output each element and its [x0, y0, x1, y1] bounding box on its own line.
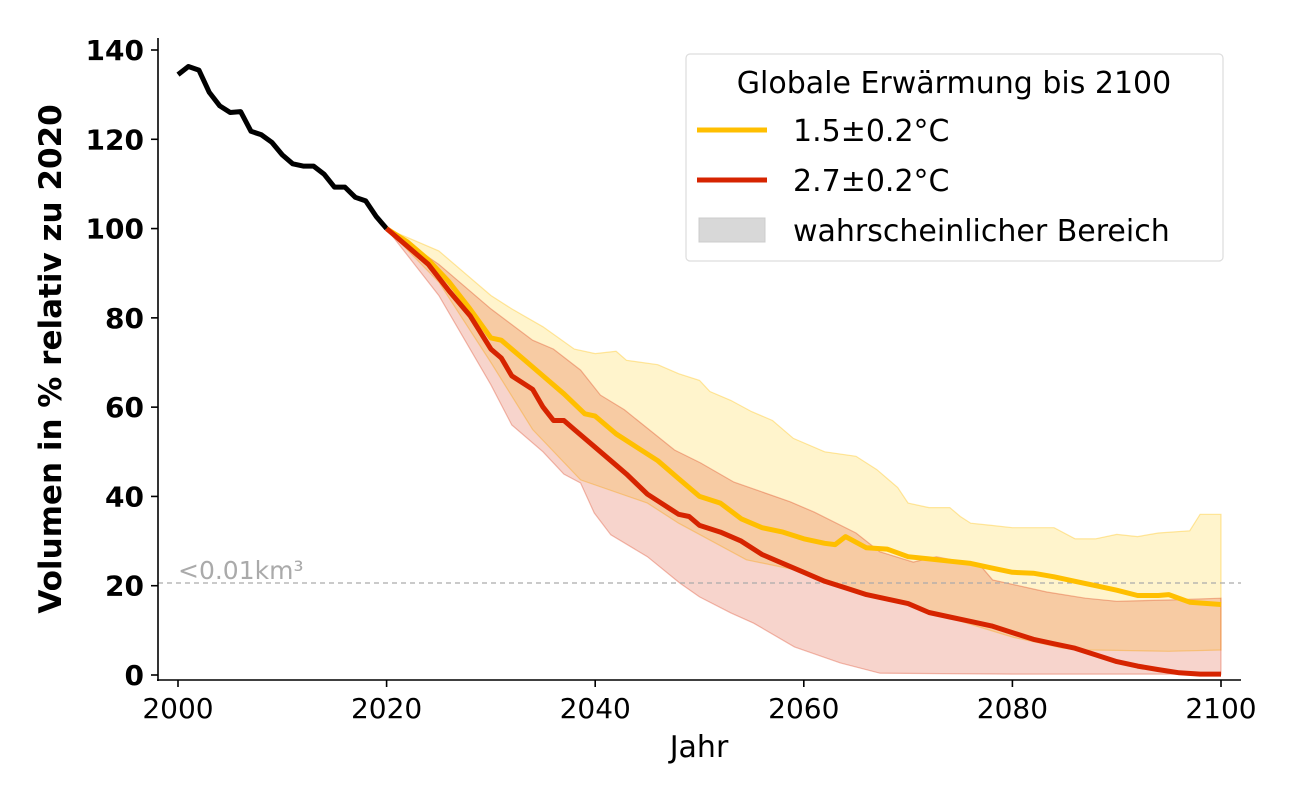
- y-tick-label: 20: [105, 570, 144, 603]
- x-ticks: 2000 2020 2040 2060 2080 2100: [142, 680, 1257, 725]
- x-axis-label: Jahr: [668, 730, 729, 765]
- y-tick-label: 0: [125, 659, 144, 692]
- y-tick-label: 40: [105, 480, 144, 513]
- y-tick-label: 80: [105, 302, 144, 335]
- legend-patch-range: [698, 217, 766, 243]
- x-tick-label: 2080: [977, 692, 1048, 725]
- legend: Globale Erwärmung bis 2100 1.5±0.2°C 2.7…: [685, 53, 1224, 262]
- legend-frame: [685, 53, 1224, 262]
- x-tick-label: 2020: [351, 692, 422, 725]
- y-tick-label: 140: [86, 34, 144, 67]
- y-tick-label: 100: [86, 213, 144, 246]
- threshold-label: <0.01km³: [178, 556, 303, 585]
- series-line-1: [384, 226, 1221, 677]
- legend-title: Globale Erwärmung bis 2100: [737, 66, 1171, 101]
- series-line-0: [385, 226, 1222, 607]
- x-tick-label: 2040: [560, 692, 631, 725]
- x-tick-label: 2060: [768, 692, 839, 725]
- y-axis-label: Volumen in % relativ zu 2020: [33, 104, 69, 613]
- legend-label-1-5: 1.5±0.2°C: [793, 114, 950, 149]
- series-lines: [176, 64, 1222, 677]
- y-ticks: 0 20 40 60 80 100 120 140: [86, 34, 158, 692]
- legend-label-range: wahrscheinlicher Bereich: [793, 214, 1170, 249]
- likely-range-band-1: [386, 228, 1222, 675]
- y-tick-label: 60: [105, 391, 144, 424]
- historical-line: [176, 64, 389, 231]
- x-tick-label: 2100: [1185, 692, 1256, 725]
- x-tick-label: 2000: [142, 692, 213, 725]
- y-tick-label: 120: [86, 123, 144, 156]
- legend-label-2-7: 2.7±0.2°C: [793, 164, 950, 199]
- likely-range-bands: [386, 228, 1222, 675]
